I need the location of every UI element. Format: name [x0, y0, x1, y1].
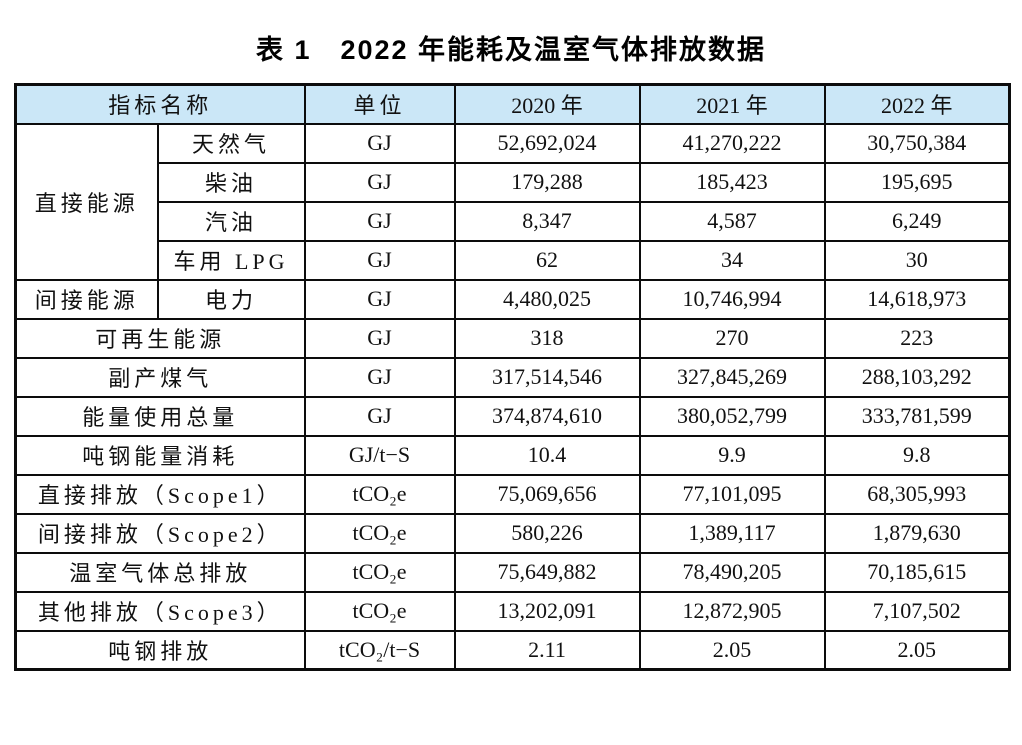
value-2022: 2.05 [823, 629, 1011, 671]
value-2022: 30 [823, 239, 1011, 281]
unit-cell: GJ [303, 239, 456, 281]
table-row-energy-per-ton-steel: 吨钢能量消耗 GJ/t−S 10.4 9.9 9.8 [14, 434, 1011, 476]
energy-emissions-table: 指标名称 单位 2020 年 2021 年 2022 年 直接能源 天然气 GJ… [14, 83, 1012, 671]
value-2020: 10.4 [453, 434, 641, 476]
value-2022: 14,618,973 [823, 278, 1011, 320]
unit-cell: tCO₂e [303, 551, 456, 593]
header-unit: 单位 [303, 83, 456, 125]
row-label: 能量使用总量 [14, 395, 306, 437]
group-label-direct-energy: 直接能源 [14, 122, 159, 281]
unit-cell: GJ [303, 317, 456, 359]
row-label: 温室气体总排放 [14, 551, 306, 593]
table-row-byproduct-gas: 副产煤气 GJ 317,514,546 327,845,269 288,103,… [14, 356, 1011, 398]
unit-cell: tCO₂e [303, 590, 456, 632]
value-2021: 9.9 [638, 434, 826, 476]
unit-cell: GJ/t−S [303, 434, 456, 476]
row-label: 直接排放（Scope1） [14, 473, 306, 515]
page-title: 表 1 2022 年能耗及温室气体排放数据 [255, 35, 767, 65]
table-row-electricity: 间接能源 电力 GJ 4,480,025 10,746,994 14,618,9… [14, 278, 1011, 320]
table-row-total-energy-use: 能量使用总量 GJ 374,874,610 380,052,799 333,78… [14, 395, 1011, 437]
value-2021: 327,845,269 [638, 356, 826, 398]
value-2020: 62 [453, 239, 641, 281]
table-row-vehicle-lpg: 车用 LPG GJ 62 34 30 [16, 239, 1011, 281]
value-2022: 333,781,599 [823, 395, 1011, 437]
value-2022: 70,185,615 [823, 551, 1011, 593]
unit-cell: tCO₂e [303, 473, 456, 515]
value-2022: 6,249 [823, 200, 1011, 242]
value-2021: 12,872,905 [638, 590, 826, 632]
unit-cell: GJ [303, 278, 456, 320]
value-2021: 185,423 [638, 161, 826, 203]
value-2020: 2.11 [453, 629, 641, 671]
value-2021: 1,389,117 [638, 512, 826, 554]
value-2022: 7,107,502 [823, 590, 1011, 632]
table-row-emissions-per-ton-steel: 吨钢排放 tCO₂/t−S 2.11 2.05 2.05 [14, 629, 1011, 671]
unit-cell: GJ [303, 122, 456, 164]
value-2020: 318 [453, 317, 641, 359]
value-2021: 77,101,095 [638, 473, 826, 515]
value-2020: 75,649,882 [453, 551, 641, 593]
table-row-renewable-energy: 可再生能源 GJ 318 270 223 [14, 317, 1011, 359]
row-label: 吨钢排放 [14, 629, 306, 671]
row-label: 天然气 [156, 122, 306, 164]
table-row-diesel: 柴油 GJ 179,288 185,423 195,695 [16, 161, 1011, 203]
value-2022: 288,103,292 [823, 356, 1011, 398]
unit-cell: GJ [303, 356, 456, 398]
row-label: 柴油 [156, 161, 306, 203]
value-2020: 75,069,656 [453, 473, 641, 515]
table-row-natural-gas: 直接能源 天然气 GJ 52,692,024 41,270,222 30,750… [14, 122, 1011, 281]
row-label: 可再生能源 [14, 317, 306, 359]
row-label: 副产煤气 [14, 356, 306, 398]
value-2022: 9.8 [823, 434, 1011, 476]
value-2020: 8,347 [453, 200, 641, 242]
row-label: 吨钢能量消耗 [14, 434, 306, 476]
table-row-total-ghg-emissions: 温室气体总排放 tCO₂e 75,649,882 78,490,205 70,1… [14, 551, 1011, 593]
value-2021: 380,052,799 [638, 395, 826, 437]
value-2021: 34 [638, 239, 826, 281]
header-year-2022: 2022 年 [823, 83, 1011, 125]
header-year-2020: 2020 年 [453, 83, 641, 125]
group-label-indirect-energy: 间接能源 [14, 278, 159, 320]
header-year-2021: 2021 年 [638, 83, 826, 125]
row-label: 汽油 [156, 200, 306, 242]
row-label: 其他排放（Scope3） [14, 590, 306, 632]
value-2020: 179,288 [453, 161, 641, 203]
header-indicator-name: 指标名称 [14, 83, 306, 125]
value-2020: 13,202,091 [453, 590, 641, 632]
table-row-gasoline: 汽油 GJ 8,347 4,587 6,249 [16, 200, 1011, 242]
value-2020: 580,226 [453, 512, 641, 554]
row-label: 电力 [156, 278, 306, 320]
value-2022: 223 [823, 317, 1011, 359]
unit-cell: tCO₂/t−S [303, 629, 456, 671]
row-label: 间接排放（Scope2） [14, 512, 306, 554]
unit-cell: GJ [303, 161, 456, 203]
value-2022: 68,305,993 [823, 473, 1011, 515]
unit-cell: GJ [303, 395, 456, 437]
table-row-indirect-emissions-scope2: 间接排放（Scope2） tCO₂e 580,226 1,389,117 1,8… [14, 512, 1011, 554]
value-2020: 317,514,546 [453, 356, 641, 398]
table-row-other-emissions-scope3: 其他排放（Scope3） tCO₂e 13,202,091 12,872,905… [14, 590, 1011, 632]
value-2020: 52,692,024 [453, 122, 641, 164]
value-2021: 10,746,994 [638, 278, 826, 320]
value-2022: 30,750,384 [823, 122, 1011, 164]
row-label: 车用 LPG [156, 239, 306, 281]
value-2021: 78,490,205 [638, 551, 826, 593]
value-2021: 4,587 [638, 200, 826, 242]
value-2020: 4,480,025 [453, 278, 641, 320]
value-2021: 270 [638, 317, 826, 359]
value-2020: 374,874,610 [453, 395, 641, 437]
unit-cell: tCO₂e [303, 512, 456, 554]
table-header-row: 指标名称 单位 2020 年 2021 年 2022 年 [14, 83, 1011, 125]
unit-cell: GJ [303, 200, 456, 242]
table-row-direct-emissions-scope1: 直接排放（Scope1） tCO₂e 75,069,656 77,101,095… [14, 473, 1011, 515]
value-2021: 41,270,222 [638, 122, 826, 164]
value-2022: 1,879,630 [823, 512, 1011, 554]
value-2021: 2.05 [638, 629, 826, 671]
value-2022: 195,695 [823, 161, 1011, 203]
